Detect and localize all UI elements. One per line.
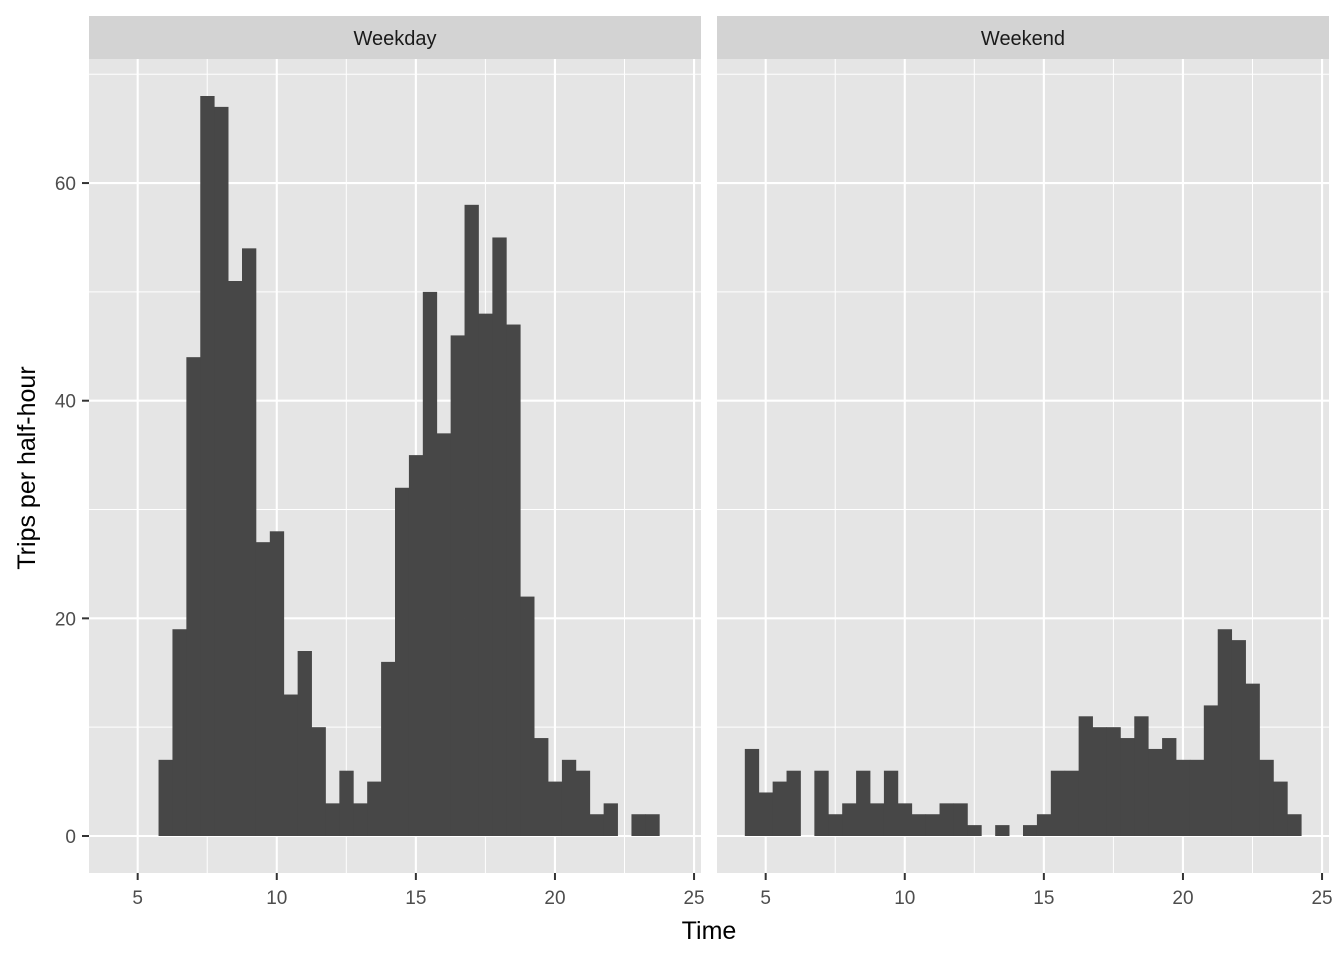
histogram-bar — [758, 792, 774, 836]
x-tick-label: 25 — [683, 888, 704, 909]
histogram-bar — [450, 335, 465, 836]
histogram-bar — [603, 803, 618, 836]
histogram-bar — [911, 814, 927, 836]
histogram-bar — [1064, 770, 1080, 836]
histogram-bar — [214, 106, 229, 837]
histogram-bar — [589, 814, 605, 836]
x-tick-label: 5 — [760, 888, 771, 909]
histogram-bar — [534, 738, 549, 836]
histogram-bar — [548, 781, 563, 836]
histogram-bar — [228, 281, 243, 836]
histogram-bar — [506, 324, 521, 836]
x-tick-label: 5 — [132, 888, 143, 909]
histogram-bar — [814, 770, 829, 836]
histogram-bar — [1134, 716, 1149, 836]
histogram-bar — [1217, 629, 1233, 836]
histogram-bar — [255, 542, 271, 836]
histogram-bar — [242, 248, 257, 837]
facet-strip — [89, 16, 701, 59]
y-tick-label: 20 — [55, 609, 76, 630]
histogram-bar — [995, 825, 1010, 836]
histogram-bar — [575, 770, 591, 836]
histogram-bar — [1050, 770, 1066, 836]
histogram-bar — [408, 455, 424, 836]
histogram-bar — [367, 781, 382, 836]
histogram-bar — [311, 727, 326, 836]
histogram-bar — [353, 803, 368, 836]
histogram-bar — [828, 814, 843, 836]
x-tick-label: 15 — [405, 888, 426, 909]
facet-strip-label: Weekday — [353, 28, 436, 50]
histogram-bar — [1148, 748, 1163, 836]
histogram-bar — [269, 531, 285, 836]
histogram-bar — [1120, 738, 1135, 836]
histogram-bar — [1259, 759, 1274, 836]
histogram-bar — [325, 803, 340, 836]
histogram-bar — [772, 781, 787, 836]
histogram-bar — [478, 313, 493, 836]
histogram-bar — [283, 694, 299, 836]
histogram-bar — [645, 814, 660, 836]
histogram-bar — [1078, 716, 1093, 836]
x-tick-label: 25 — [1311, 888, 1332, 909]
histogram-bar — [1203, 705, 1219, 836]
histogram-bar — [953, 803, 968, 836]
histogram-bar — [1036, 814, 1052, 836]
histogram-bar — [436, 433, 452, 836]
histogram-bar — [856, 770, 871, 836]
x-tick-label: 10 — [894, 888, 915, 909]
x-tick-label: 20 — [544, 888, 565, 909]
x-tick-label: 20 — [1172, 888, 1193, 909]
histogram-bar — [339, 770, 354, 836]
histogram-bar — [786, 770, 801, 836]
histogram-bar — [744, 748, 760, 836]
histogram-bar — [158, 759, 173, 836]
histogram-bar — [1162, 738, 1177, 836]
y-axis-title: Trips per half-hour — [13, 366, 41, 569]
x-tick-label: 10 — [266, 888, 287, 909]
histogram-bar — [1023, 825, 1038, 836]
histogram-bar — [520, 596, 535, 836]
histogram-bar — [422, 291, 438, 837]
histogram-bar — [297, 651, 312, 836]
histogram-bar — [464, 204, 479, 836]
y-tick-label: 60 — [55, 174, 76, 195]
histogram-bar — [870, 803, 885, 836]
histogram-bar — [631, 814, 646, 836]
histogram-bar — [1176, 759, 1191, 836]
histogram-bar — [883, 770, 899, 836]
histogram-bar — [1231, 640, 1246, 836]
histogram-bar — [1092, 727, 1107, 836]
histogram-bar — [381, 661, 396, 836]
histogram-bar — [925, 814, 940, 836]
histogram-bar — [967, 825, 982, 836]
histogram-bar — [842, 803, 857, 836]
histogram-bar — [897, 803, 913, 836]
panel-weekday: Weekday 5 10 15 20 25 — [89, 16, 705, 909]
histogram-bar — [200, 96, 215, 836]
histogram-bar — [1106, 727, 1121, 836]
facet-strip — [717, 16, 1329, 59]
x-tick-label: 15 — [1033, 888, 1054, 909]
histogram-bar — [186, 357, 201, 836]
histogram-bar — [1189, 759, 1205, 836]
y-tick-label: 0 — [65, 827, 76, 848]
histogram-bar — [939, 803, 954, 836]
histogram-bar — [1245, 683, 1260, 836]
y-tick-label: 40 — [55, 392, 76, 413]
facet-strip-label: Weekend — [981, 28, 1065, 50]
x-axis-title: Time — [682, 917, 737, 945]
histogram-bar — [561, 759, 577, 836]
histogram-bar — [1273, 781, 1288, 836]
histogram-bar — [1287, 814, 1302, 836]
histogram-bar — [172, 629, 187, 836]
histogram-bar — [395, 487, 410, 836]
histogram-bar — [492, 237, 507, 836]
panel-weekend: Weekend 5 10 15 20 25 — [717, 16, 1333, 909]
